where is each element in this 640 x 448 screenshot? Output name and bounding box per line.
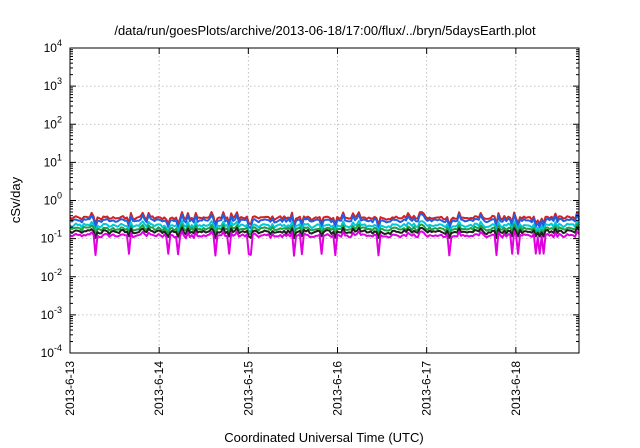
grid-lines: [70, 48, 579, 353]
x-tick-label: 2013-6-15: [241, 361, 255, 416]
y-tick-label: 104: [44, 38, 62, 55]
x-tick-label: 2013-6-17: [420, 361, 434, 416]
y-tick-label: 100: [44, 191, 62, 208]
series-line: [69, 219, 580, 234]
series-line: [69, 213, 580, 230]
x-axis-label: Coordinated Universal Time (UTC): [224, 430, 423, 445]
y-tick-label: 103: [44, 76, 62, 93]
y-tick-label: 101: [44, 152, 62, 169]
x-tick-label: 2013-6-16: [331, 361, 345, 416]
x-tick-label: 2013-6-13: [63, 361, 77, 416]
y-tick-label: 10-1: [41, 229, 62, 246]
x-axis: 2013-6-13 2013-6-14 2013-6-15 2013-6-16 2013…: [63, 48, 523, 416]
series-line: [69, 211, 580, 227]
series-line: [69, 226, 580, 240]
y-tick-label: 102: [44, 114, 62, 131]
y-axis: 10-4 10-3 10-2 10-1 100 101 102 103 104: [41, 38, 579, 360]
y-tick-label: 10-3: [41, 305, 62, 322]
series-line: [69, 230, 580, 257]
series-group: [69, 211, 580, 257]
y-axis-label: cSv/day: [8, 176, 23, 223]
chart-title: /data/run/goesPlots/archive/2013-06-18/1…: [114, 23, 536, 38]
y-tick-label: 10-4: [41, 343, 62, 360]
y-tick-label: 10-2: [41, 267, 62, 284]
series-line: [69, 223, 580, 237]
x-tick-label: 2013-6-14: [152, 361, 166, 416]
x-tick-label: 2013-6-18: [509, 361, 523, 416]
